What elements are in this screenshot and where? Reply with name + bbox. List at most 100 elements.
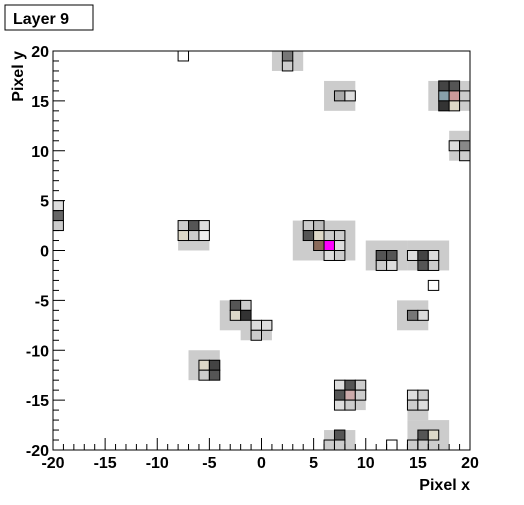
pixel-cell (188, 220, 200, 232)
pixel-cell (250, 319, 262, 331)
chart-title: Layer 9 (13, 11, 69, 28)
pixel-cell (52, 220, 64, 232)
pixel-cell (344, 379, 356, 391)
pixel-cell (52, 200, 64, 212)
pixel-cell (448, 140, 461, 152)
pixel-cell (302, 220, 315, 232)
pixel-cell (198, 230, 210, 242)
pixel-cell (438, 90, 450, 102)
pixel-cell (302, 230, 315, 242)
x-tick-label: 15 (409, 455, 427, 472)
x-tick-label: -15 (94, 455, 117, 472)
pixel-cell (229, 299, 242, 311)
title-box (4, 4, 94, 31)
pixel-cell (438, 80, 450, 92)
pixel-cell (459, 140, 471, 152)
pixel-cell (323, 240, 335, 251)
pixel-cell (448, 100, 461, 112)
pixel-cell (323, 230, 335, 242)
pixel-cell (323, 439, 335, 451)
pixel-cell (448, 90, 461, 102)
pixel-cell (323, 250, 335, 261)
pixel-cell (198, 369, 210, 381)
pixel-cell (313, 240, 325, 251)
y-tick-label: -15 (26, 393, 49, 410)
x-tick-label: -10 (146, 455, 169, 472)
y-axis-label: Pixel y (10, 51, 27, 102)
pixel-cell (386, 259, 398, 271)
x-tick-label: -5 (202, 455, 216, 472)
pixel-cell (375, 259, 388, 271)
pixel-cell (406, 399, 419, 411)
y-tick-label: 5 (40, 194, 49, 211)
pixel-cell (417, 399, 429, 411)
pixel-cell (406, 250, 419, 261)
x-axis-label: Pixel x (419, 477, 470, 494)
pixel-cell (459, 150, 471, 162)
pixel-cell (406, 309, 419, 321)
pixel-cell (177, 50, 190, 62)
y-tick-label: -5 (35, 293, 49, 310)
pixel-cell (417, 309, 429, 321)
pixel-cell (240, 309, 252, 321)
pixel-cell (281, 50, 294, 62)
pixel-cell (344, 90, 356, 102)
pixel-cell (344, 389, 356, 401)
pixel-cell (177, 230, 190, 242)
pixel-cell (386, 250, 398, 261)
pixel-cell (177, 220, 190, 232)
pixel-cell (417, 250, 429, 261)
pixel-cell (417, 439, 429, 451)
y-tick-label: 15 (31, 94, 49, 111)
pixel-cell (261, 319, 273, 331)
pixel-cell (375, 250, 388, 261)
pixel-cell (344, 399, 356, 411)
y-tick-label: -20 (26, 443, 49, 460)
y-tick-label: 0 (40, 244, 49, 261)
x-tick-label: 20 (461, 455, 479, 472)
pixel-cell (333, 90, 346, 102)
pixel-cell (427, 250, 440, 261)
pixel-cell (52, 210, 64, 222)
pixel-cell (198, 220, 210, 232)
pixel-cell (313, 220, 325, 232)
pixel-cell (459, 90, 471, 102)
pixel-cell (333, 439, 346, 451)
pixel-cell (448, 80, 461, 92)
pixel-cell (313, 230, 325, 242)
y-tick-label: -10 (26, 343, 49, 360)
pixel-cell (250, 329, 262, 341)
pixel-cell (198, 359, 210, 371)
pixel-cell (208, 359, 221, 371)
pixel-cell (386, 439, 398, 451)
pixel-cell (427, 259, 440, 271)
pixel-cell (406, 439, 419, 451)
pixel-cell (188, 230, 200, 242)
pixel-cell (229, 309, 242, 321)
pixel-cell (417, 429, 429, 441)
pixel-cell (240, 299, 252, 311)
pixel-cell (281, 60, 294, 72)
pixel-cell (354, 389, 367, 401)
pixel-cell (427, 429, 440, 441)
pixel-cell (354, 379, 367, 391)
x-tick-label: 0 (257, 455, 266, 472)
y-tick-label: 10 (31, 144, 49, 161)
pixel-cell (333, 250, 346, 261)
x-tick-label: 10 (357, 455, 375, 472)
pixel-cell (333, 230, 346, 242)
pixel-cell (208, 369, 221, 381)
x-tick-label: -20 (41, 455, 64, 472)
y-tick-label: 20 (31, 44, 49, 61)
pixel-cell (406, 389, 419, 401)
pixel-cell (417, 389, 429, 401)
pixel-cell (333, 399, 346, 411)
pixel-cell (333, 389, 346, 401)
pixel-cell (333, 429, 346, 441)
pixel-cell (417, 259, 429, 271)
pixel-cell (438, 100, 450, 112)
pixel-cell (427, 279, 440, 291)
x-tick-label: 5 (309, 455, 318, 472)
pixel-cell (333, 379, 346, 391)
